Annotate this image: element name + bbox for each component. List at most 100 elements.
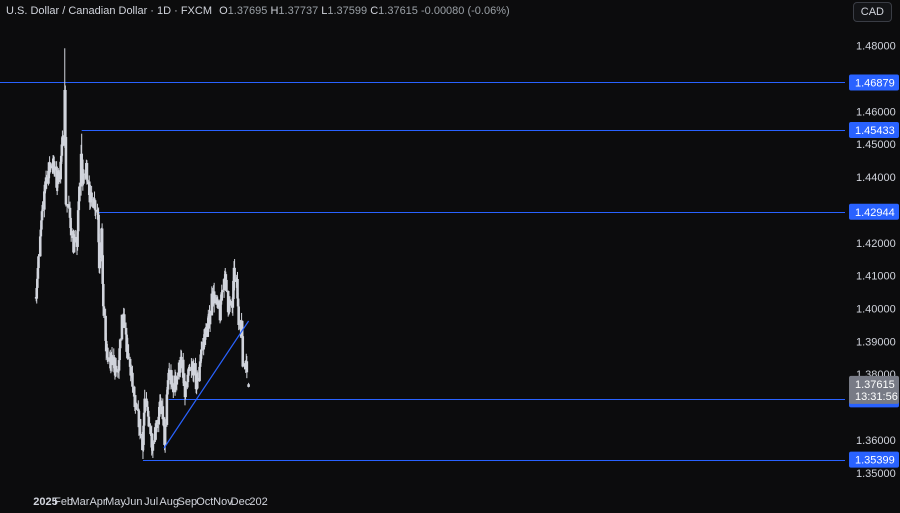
candle bbox=[212, 282, 216, 313]
candle-body bbox=[151, 442, 155, 451]
candle-body bbox=[104, 315, 107, 341]
candle-body bbox=[124, 327, 128, 335]
candle bbox=[200, 341, 203, 364]
candle-body bbox=[155, 428, 158, 433]
countdown-label: 13:31:56 bbox=[855, 391, 898, 403]
candle bbox=[208, 310, 212, 332]
candle bbox=[94, 205, 97, 220]
candle-body bbox=[87, 181, 91, 196]
candle-body bbox=[43, 191, 46, 210]
candle-body bbox=[141, 444, 145, 451]
candle-body bbox=[192, 363, 196, 376]
candle bbox=[82, 169, 85, 186]
candle-body bbox=[236, 279, 239, 299]
candle bbox=[49, 162, 53, 173]
candle-body bbox=[187, 369, 190, 375]
candle-body bbox=[93, 200, 97, 210]
candle bbox=[86, 173, 89, 185]
candle-body bbox=[142, 425, 145, 445]
candle-body bbox=[77, 201, 81, 211]
candle-body bbox=[237, 306, 240, 325]
candle-body bbox=[39, 229, 43, 237]
candle-body bbox=[101, 255, 104, 284]
time-tick-label: 2025 bbox=[33, 496, 57, 508]
candle bbox=[64, 128, 68, 207]
close-label: C bbox=[370, 5, 379, 17]
change-value: -0.00080 (-0.06%) bbox=[420, 5, 510, 17]
candle-body bbox=[67, 204, 71, 208]
candle-body bbox=[179, 356, 183, 369]
candle-body bbox=[219, 299, 222, 321]
candle-body bbox=[73, 238, 76, 243]
candle bbox=[221, 289, 224, 299]
candle bbox=[122, 308, 126, 329]
level-price-label-bg bbox=[849, 121, 899, 138]
candle-body bbox=[165, 394, 169, 425]
candle bbox=[131, 365, 134, 393]
candle-body bbox=[221, 290, 224, 293]
level-price-label-bg bbox=[849, 451, 899, 468]
candle-body bbox=[40, 211, 44, 221]
candle-body bbox=[200, 349, 204, 351]
candle-body bbox=[38, 236, 42, 257]
symbol-legend: U.S. Dollar / Canadian Dollar · 1D · FXC… bbox=[6, 5, 510, 17]
candle-body bbox=[147, 416, 151, 427]
candle bbox=[118, 345, 121, 367]
candle bbox=[106, 343, 109, 363]
candle bbox=[41, 201, 44, 220]
candle-body bbox=[176, 376, 179, 380]
candle-body bbox=[139, 434, 142, 436]
open-value: 1.37695 bbox=[227, 5, 268, 17]
candle bbox=[61, 135, 65, 147]
candle-body bbox=[36, 268, 40, 279]
candle-body bbox=[208, 315, 212, 325]
candle bbox=[237, 299, 240, 331]
candle-body bbox=[195, 388, 198, 390]
candle bbox=[139, 432, 142, 439]
candle bbox=[134, 395, 138, 406]
candle-body bbox=[233, 267, 236, 282]
candle-body bbox=[113, 357, 116, 369]
candle bbox=[167, 362, 171, 376]
level-price-label: 1.42944 bbox=[855, 207, 895, 219]
currency-button[interactable]: CAD bbox=[852, 2, 892, 22]
candle-body bbox=[228, 303, 232, 305]
candle bbox=[172, 383, 175, 399]
candle bbox=[73, 230, 76, 252]
candle bbox=[73, 229, 77, 243]
candle bbox=[151, 433, 155, 459]
candle-body bbox=[69, 217, 72, 229]
candle-body bbox=[142, 412, 146, 426]
candle bbox=[133, 389, 137, 411]
candle bbox=[118, 338, 122, 352]
candle bbox=[93, 198, 97, 217]
candle bbox=[43, 183, 47, 195]
candle-body bbox=[184, 387, 187, 398]
candle-body bbox=[188, 370, 191, 372]
candle-body bbox=[138, 419, 142, 436]
candle bbox=[64, 85, 67, 144]
candle-body bbox=[153, 440, 156, 443]
candle-body bbox=[45, 177, 48, 184]
price-tick-label: 1.42000 bbox=[856, 238, 896, 250]
candle-body bbox=[106, 347, 109, 358]
candle-body bbox=[110, 355, 114, 366]
time-tick-label: Jul bbox=[144, 496, 158, 508]
candle-body bbox=[180, 356, 183, 360]
price-axis[interactable]: 1.48000 1.46000 1.45000 1.44000 1.42000 1.410… bbox=[849, 41, 899, 480]
candle-body bbox=[101, 283, 105, 307]
candle-body bbox=[118, 348, 121, 361]
candle-body bbox=[220, 292, 224, 301]
candle bbox=[145, 399, 149, 408]
candle-body bbox=[41, 209, 44, 212]
candle bbox=[135, 402, 138, 411]
candle-body bbox=[85, 162, 89, 180]
candle bbox=[43, 188, 46, 218]
candle-body bbox=[37, 256, 40, 269]
candle-body bbox=[241, 336, 245, 367]
price-tick-label: 1.41000 bbox=[856, 271, 896, 283]
candle bbox=[179, 349, 183, 373]
candle bbox=[59, 160, 62, 184]
